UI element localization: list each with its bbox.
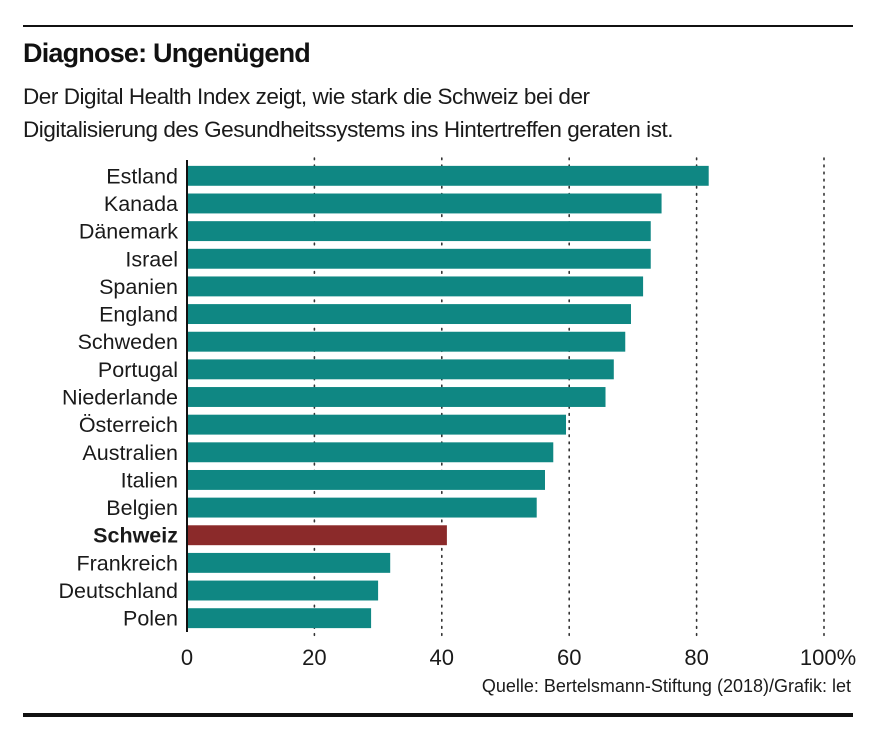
- category-label-kanada: Kanada: [104, 192, 178, 216]
- category-label-spanien: Spanien: [99, 275, 178, 299]
- category-label-österreich: Österreich: [79, 413, 178, 437]
- bar-portugal: [187, 359, 614, 380]
- x-tick-label-40: 40: [430, 645, 454, 670]
- x-tick-label-20: 20: [302, 645, 326, 670]
- bar-schweiz: [187, 525, 447, 546]
- bar-schweden: [187, 331, 626, 352]
- bar-niederlande: [187, 387, 606, 407]
- bar-italien: [187, 469, 545, 490]
- x-tick-label-0: 0: [181, 645, 193, 670]
- x-tick-label-60: 60: [557, 645, 581, 670]
- category-label-israel: Israel: [125, 247, 178, 271]
- category-label-italien: Italien: [121, 468, 178, 492]
- category-label-dänemark: Dänemark: [79, 220, 178, 244]
- bar-israel: [187, 248, 651, 269]
- category-label-belgien: Belgien: [106, 496, 178, 520]
- bar-frankreich: [187, 552, 391, 573]
- subtitle-line-2: Digitalisierung des Gesundheitssystems i…: [23, 117, 674, 142]
- bar-england: [187, 304, 631, 325]
- bar-deutschland: [187, 580, 379, 601]
- category-label-polen: Polen: [123, 607, 178, 631]
- category-label-portugal: Portugal: [98, 358, 178, 382]
- x-tick-label-100: 100%: [800, 645, 856, 670]
- category-label-deutschland: Deutschland: [58, 579, 178, 603]
- category-label-estland: Estland: [106, 164, 178, 188]
- bar-polen: [187, 608, 372, 629]
- bar-dänemark: [187, 221, 651, 242]
- bar-kanada: [187, 193, 662, 214]
- category-label-england: England: [99, 303, 178, 327]
- category-label-australien: Australien: [82, 441, 178, 465]
- x-tick-labels: 0 20 40 60 80 100%: [181, 645, 856, 670]
- bar-estland: [187, 165, 709, 186]
- category-label-niederlande: Niederlande: [62, 386, 178, 410]
- source-note: Quelle: Bertelsmann-Stiftung (2018)/Graf…: [481, 676, 851, 696]
- top-rule: [23, 25, 853, 27]
- category-label-schweden: Schweden: [78, 330, 178, 354]
- chart-title: Diagnose: Ungenügend: [23, 38, 311, 68]
- bar-australien: [187, 442, 554, 463]
- bottom-rule: [23, 713, 853, 717]
- category-label-schweiz: Schweiz: [93, 524, 178, 548]
- bar-spanien: [187, 276, 644, 297]
- subtitle-line-1: Der Digital Health Index zeigt, wie star…: [23, 84, 590, 109]
- bar-österreich: [187, 414, 567, 435]
- category-label-frankreich: Frankreich: [76, 551, 178, 575]
- bars: [187, 165, 709, 629]
- x-tick-label-80: 80: [684, 645, 708, 670]
- category-labels: Estland Kanada Dänemark Israel Spanien Englan…: [58, 164, 178, 630]
- bar-belgien: [187, 497, 537, 518]
- chart-subtitle: Der Digital Health Index zeigt, wie star…: [23, 80, 863, 146]
